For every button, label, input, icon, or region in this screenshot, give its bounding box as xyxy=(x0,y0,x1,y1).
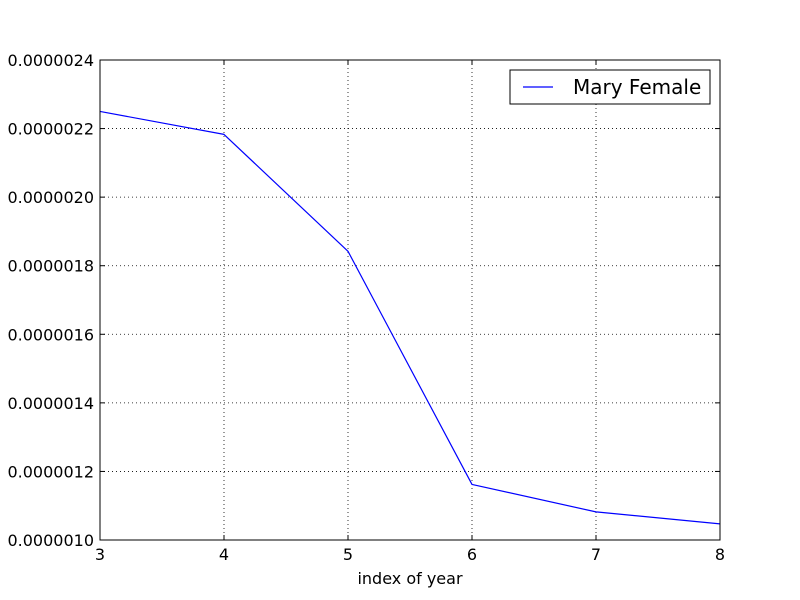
legend-label: Mary Female xyxy=(573,75,701,99)
y-tick-label: 0.0000018 xyxy=(7,257,94,276)
x-tick-label: 4 xyxy=(219,545,229,564)
x-tick-label: 8 xyxy=(715,545,725,564)
series-line xyxy=(99,110,721,525)
axis-ticks xyxy=(99,59,721,541)
y-tick-labels: 0.0000010 0.0000012 0.0000014 0.0000016 0.00… xyxy=(7,51,94,550)
x-axis-label: index of year xyxy=(357,569,462,588)
x-tick-labels: 3 4 5 6 7 8 xyxy=(95,545,725,564)
y-tick-label: 0.0000014 xyxy=(7,394,94,413)
grid-lines xyxy=(100,60,720,540)
y-tick-label: 0.0000010 xyxy=(7,531,94,550)
y-tick-label: 0.0000012 xyxy=(7,462,94,481)
plot-frame xyxy=(99,59,721,541)
y-tick-label: 0.0000022 xyxy=(7,120,94,139)
y-tick-label: 0.0000020 xyxy=(7,188,94,207)
y-tick-label: 0.0000024 xyxy=(7,51,94,70)
x-tick-label: 5 xyxy=(343,545,353,564)
y-tick-label: 0.0000016 xyxy=(7,325,94,344)
series-layer xyxy=(99,110,721,525)
x-tick-label: 3 xyxy=(95,545,105,564)
legend: Mary Female xyxy=(509,69,711,105)
x-tick-label: 7 xyxy=(591,545,601,564)
x-tick-label: 6 xyxy=(467,545,477,564)
